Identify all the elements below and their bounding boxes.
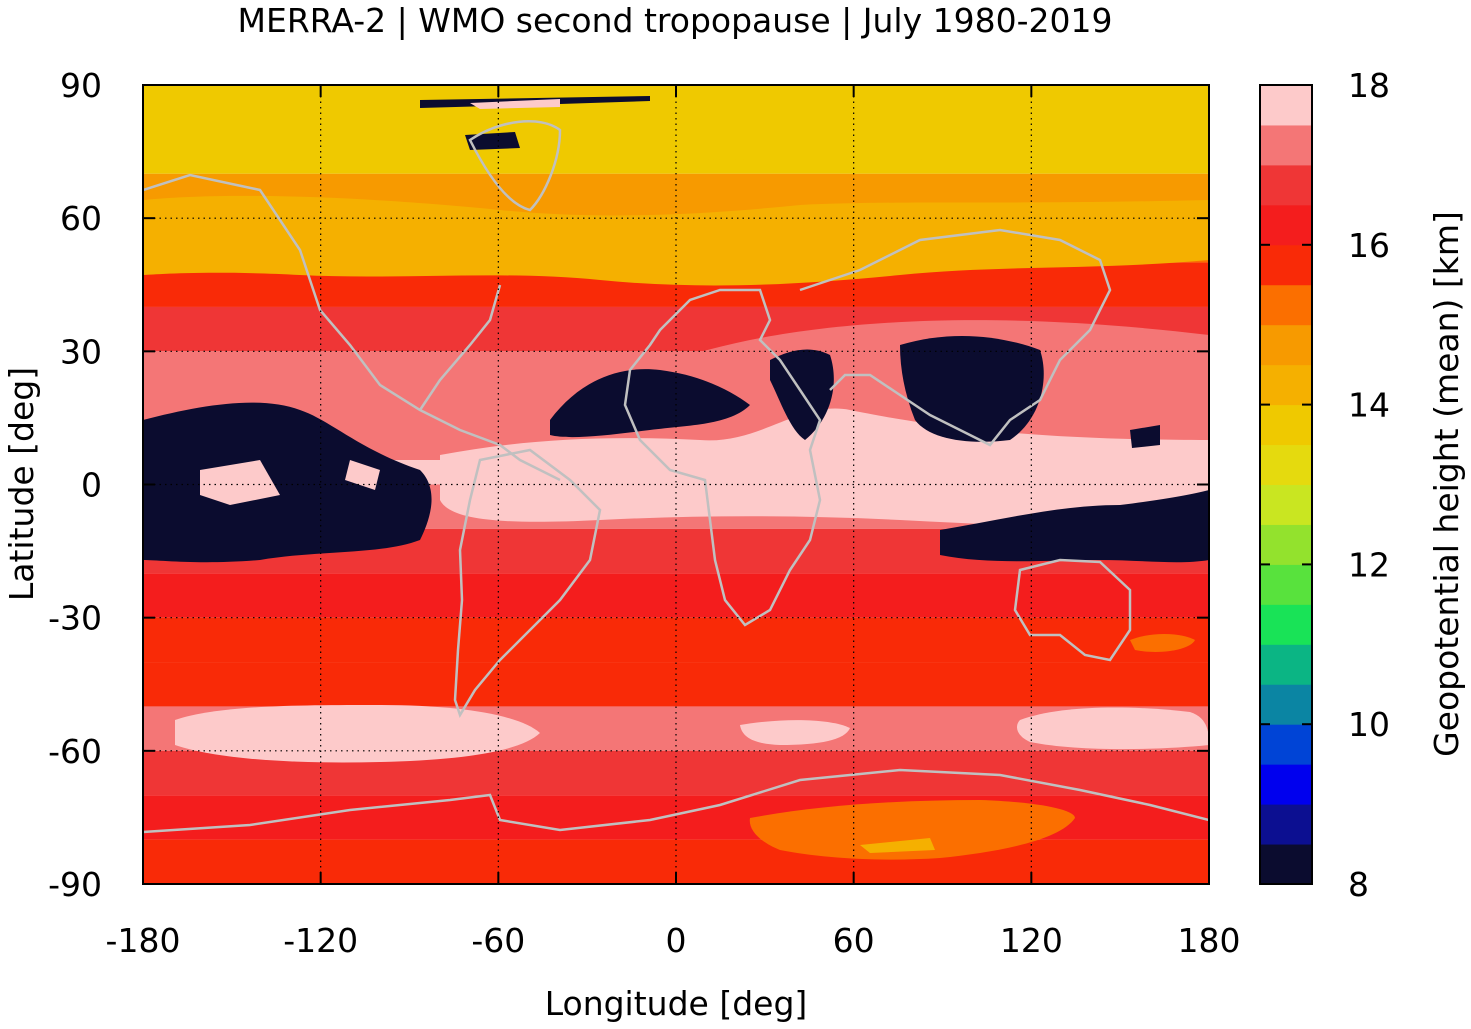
colorbar-swatch [1260, 284, 1312, 326]
southern-pacific-light-patch-east [1017, 707, 1209, 750]
regional-features [143, 85, 1209, 860]
colorbar-swatch [1260, 564, 1312, 605]
colorbar-swatch [1260, 204, 1312, 246]
colorbar-swatch [1260, 444, 1312, 485]
y-tick-label: -60 [48, 732, 102, 771]
x-tick-label: 180 [1178, 921, 1241, 960]
indopacific-dark-patch [940, 490, 1209, 563]
pacific-light-inset-2 [345, 460, 380, 490]
grid [143, 85, 1209, 884]
colorbar-tick-label: 8 [1348, 865, 1369, 904]
axes: -180 -120 -60 0 60 120 180 90 60 30 0 -30 -60 -90 [48, 66, 1240, 960]
y-tick-label: 90 [60, 66, 102, 105]
y-tick-label: -30 [48, 599, 102, 638]
x-tick-label: -60 [471, 921, 525, 960]
colorbar-swatch [1260, 404, 1312, 446]
colorbar-tick-label: 10 [1348, 705, 1390, 744]
north-america-coast [143, 173, 561, 482]
colorbar-swatch [1260, 644, 1312, 685]
antarctica-coast [143, 768, 1209, 834]
europe-africa-coast [623, 288, 822, 627]
asia-coast [799, 228, 1112, 447]
australia-orange-patch [1130, 634, 1195, 652]
colorbar-tick-label: 18 [1348, 66, 1390, 105]
colorbar-swatch [1260, 364, 1312, 406]
colorbar-swatch [1260, 324, 1312, 366]
colorbar-label: Geopotential height (mean) [km] [1427, 211, 1466, 757]
colorbar-swatch [1260, 244, 1312, 286]
x-tick-label: 60 [833, 921, 875, 960]
arctic-blue-patch-2 [465, 132, 520, 150]
north-america-east-coast [418, 284, 502, 411]
y-tick-label: -90 [48, 865, 102, 904]
colorbar-ticks: 18 16 14 12 10 8 [1260, 66, 1390, 904]
colorbar-swatch [1260, 164, 1312, 206]
colorbar [1260, 85, 1312, 885]
x-tick-label: 120 [1000, 921, 1063, 960]
y-tick-label: 30 [60, 332, 102, 371]
asian-dark-patch [900, 335, 1044, 442]
colorbar-swatch [1260, 724, 1312, 765]
atlantic-dark-patch [550, 369, 750, 438]
colorbar-swatch [1260, 764, 1312, 805]
y-axis-label: Latitude [deg] [2, 367, 41, 601]
y-tick-label: 60 [60, 199, 102, 238]
south-america-coast [453, 448, 602, 718]
arctic-orange-patch [143, 195, 1209, 286]
colorbar-swatch [1260, 604, 1312, 645]
colorbar-frame [1259, 84, 1313, 885]
colorbar-swatch [1260, 524, 1312, 565]
chart-title: MERRA-2 | WMO second tropopause | July 1… [238, 1, 1113, 40]
colorbar-tick-label: 12 [1348, 545, 1390, 584]
colorbar-swatch [1260, 85, 1312, 126]
asian-dark-patch-small [1130, 425, 1160, 448]
greenland-coast [468, 120, 562, 212]
x-tick-label: 0 [666, 921, 687, 960]
map-field [143, 85, 1209, 884]
zonal-band [143, 573, 1209, 618]
colorbar-swatch [1260, 124, 1312, 166]
coastlines [143, 120, 1209, 834]
antarctic-orange-patch [749, 800, 1075, 860]
x-tick-label: -120 [283, 921, 358, 960]
arctic-band [143, 85, 1209, 170]
colorbar-swatch [1260, 484, 1312, 525]
colorbar-swatch [1260, 804, 1312, 845]
southern-indian-light-patch [740, 720, 850, 745]
arctic-pink-patch [470, 99, 560, 109]
colorbar-swatch [1260, 684, 1312, 725]
x-tick-label: -180 [106, 921, 181, 960]
x-axis-label: Longitude [deg] [545, 984, 808, 1023]
pacific-dark-patch-west [143, 402, 432, 563]
colorbar-tick-label: 16 [1348, 226, 1390, 265]
colorbar-tick-label: 14 [1348, 386, 1390, 425]
tropical-light-pink [440, 408, 1209, 530]
antarctic-yellow-patch [860, 838, 935, 853]
pacific-light-inset [200, 460, 280, 505]
colorbar-swatch [1260, 844, 1312, 885]
y-tick-label: 0 [81, 466, 102, 505]
australia-coast [1013, 558, 1132, 662]
southern-pacific-light-patch [175, 705, 540, 763]
